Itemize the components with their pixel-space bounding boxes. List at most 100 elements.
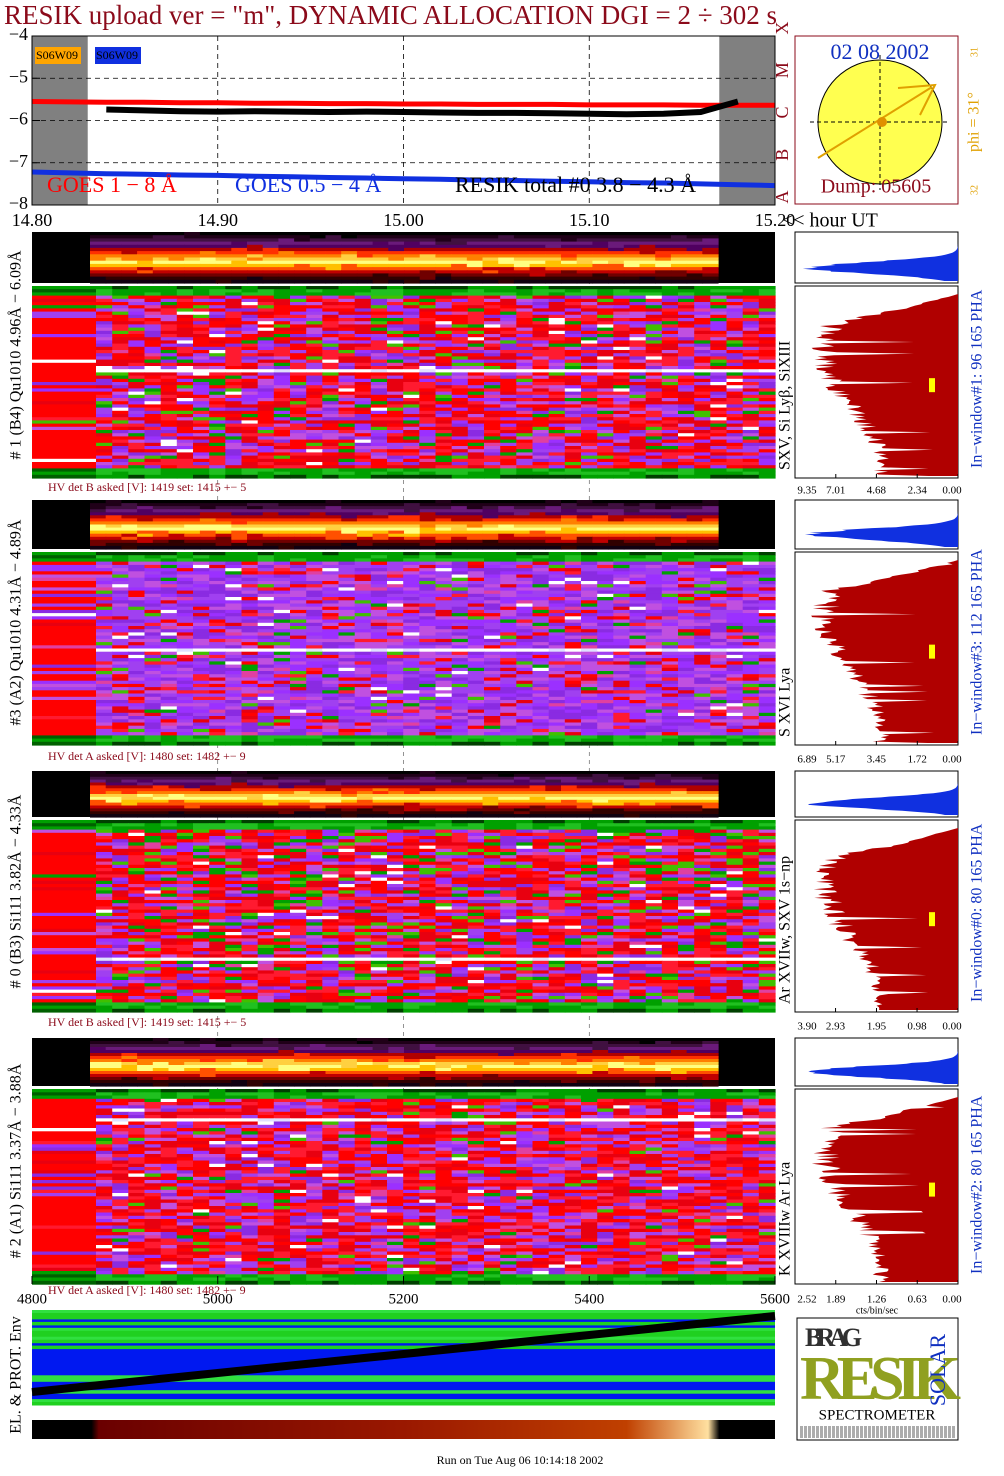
spec-cell [435, 295, 453, 300]
spec-cell [451, 289, 469, 293]
spec-cell [322, 343, 340, 348]
spec-cell [322, 362, 340, 367]
spec-cell [112, 334, 129, 338]
spec-cell [694, 362, 711, 367]
spec-cell [451, 337, 469, 341]
spec-cell [112, 330, 129, 335]
spec-cell [661, 298, 679, 303]
spec-cell [241, 292, 259, 297]
band-cell [137, 232, 154, 236]
spec-row [32, 311, 96, 316]
spec-cell [322, 305, 340, 309]
spec-cell [128, 359, 146, 364]
band-cell [152, 267, 170, 271]
spec-cell [419, 324, 437, 329]
spec-cell [419, 340, 437, 345]
spec-cell [758, 340, 776, 345]
band-cell [608, 244, 625, 249]
spec-cell [322, 318, 340, 322]
band-cell [341, 270, 358, 275]
band-cell [341, 263, 358, 268]
spec-cell [322, 327, 340, 332]
spec-cell [451, 474, 469, 479]
band-cell [702, 276, 719, 281]
spec-cell [273, 298, 291, 303]
spec-cell [144, 311, 162, 316]
band-cell [137, 267, 154, 271]
spec-cell [306, 337, 323, 341]
spec-cell [128, 561, 146, 566]
spec-cell [532, 324, 550, 329]
spec-cell [225, 295, 243, 300]
band-cell [121, 251, 138, 255]
band-cell [184, 276, 201, 281]
spec-cell [338, 343, 356, 348]
band-cell [498, 545, 515, 550]
spec-row [32, 343, 96, 348]
spec-cell [209, 334, 226, 338]
band-cell [247, 254, 264, 259]
band-cell [199, 235, 217, 239]
spec-cell [532, 330, 550, 335]
band-cell [498, 279, 515, 284]
band-cell [121, 545, 138, 550]
spec-cell [451, 343, 469, 348]
spec-cell [354, 366, 372, 370]
spec-cell [500, 327, 517, 332]
spec-cell [645, 577, 663, 582]
band-cell [576, 244, 593, 249]
spec-cell [451, 324, 469, 329]
band-cell [702, 254, 719, 259]
band-cell [278, 545, 295, 550]
spec-cell [144, 346, 162, 351]
spec-cell [419, 343, 437, 348]
spec-cell [273, 314, 291, 319]
spec-cell [306, 334, 323, 338]
detector-panel: HV det A asked [V]: 1480 set: 1482 +− 9#… [7, 499, 986, 766]
spec-row [32, 286, 96, 290]
band-cell [325, 257, 342, 262]
spec-cell [128, 289, 146, 293]
spec-cell [564, 305, 582, 309]
band-cell [576, 238, 593, 243]
spec-cell [645, 305, 663, 309]
spec-cell [645, 330, 663, 335]
band-cell [655, 254, 672, 259]
spec-cell [532, 561, 550, 566]
spec-cell [661, 340, 679, 345]
band-cell [608, 232, 625, 236]
spec-cell [564, 286, 582, 290]
band-cell [529, 276, 546, 281]
spec-cell [273, 597, 291, 601]
band-cell [466, 254, 484, 259]
band-cell [513, 273, 531, 278]
band-cell [294, 273, 311, 278]
spec-cell [370, 318, 388, 322]
band-cell [545, 244, 562, 249]
band-cell [404, 270, 421, 275]
band-cell [152, 273, 170, 278]
spec-cell [96, 327, 113, 332]
spec-cell [241, 340, 259, 345]
spec-cell [516, 340, 534, 345]
band-cell [561, 241, 578, 246]
spec-cell [96, 298, 113, 303]
spec-cell [338, 314, 356, 319]
band-cell [576, 247, 593, 252]
spec-cell [193, 353, 210, 357]
spec-cell [726, 324, 744, 329]
spec-cell [500, 292, 517, 297]
band-cell [168, 273, 185, 278]
band-cell [702, 270, 719, 275]
band-cell [623, 270, 641, 275]
spec-cell [257, 314, 275, 319]
band-cell [419, 251, 436, 255]
spec-cell [193, 308, 210, 313]
band-cell [513, 241, 531, 246]
spec-cell [273, 359, 291, 364]
spec-cell [306, 350, 323, 354]
band-cell [309, 257, 327, 262]
band-cell [404, 254, 421, 259]
spec-cell [322, 295, 340, 300]
band-cell [168, 251, 185, 255]
